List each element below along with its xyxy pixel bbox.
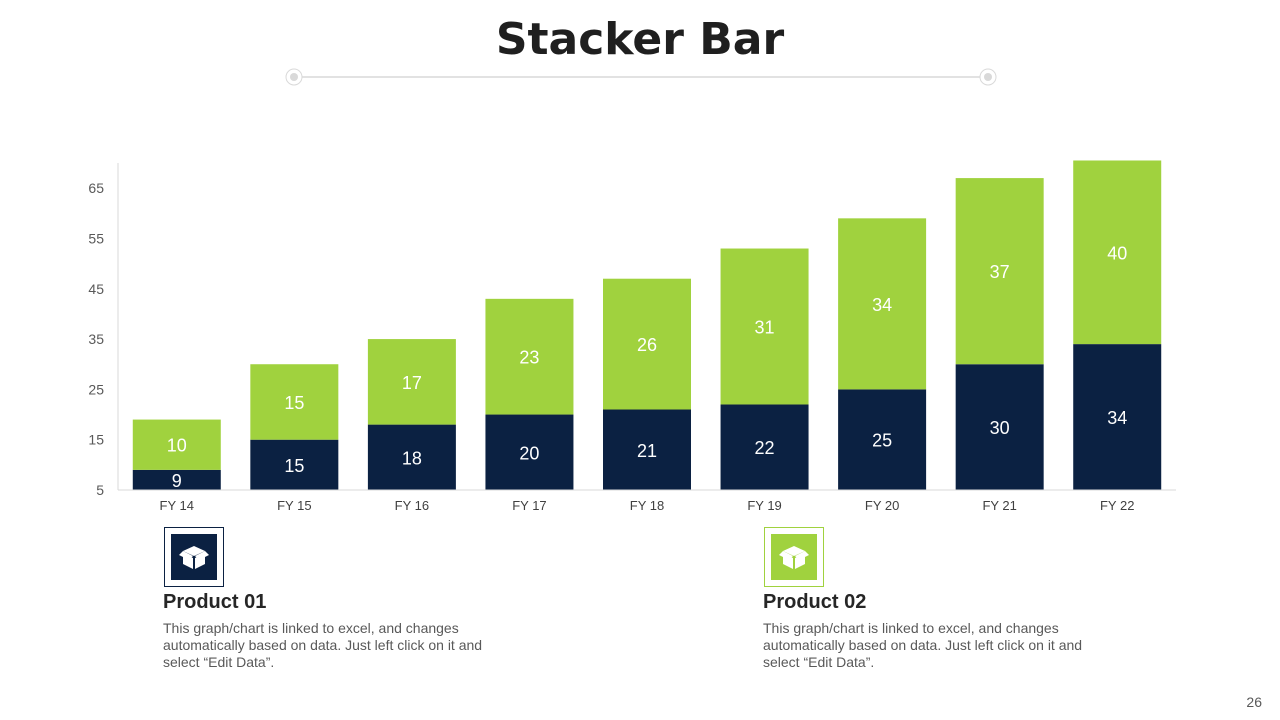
bar-product-01 xyxy=(955,364,1044,490)
product-01-icon-frame xyxy=(164,527,224,587)
data-label: 40 xyxy=(1107,243,1127,263)
x-tick-label: FY 20 xyxy=(865,498,899,513)
product-02-title: Product 02 xyxy=(763,591,867,613)
bar-product-02 xyxy=(955,178,1044,365)
y-tick-label: 35 xyxy=(88,331,104,347)
x-tick-label: FY 16 xyxy=(395,498,429,513)
x-tick-label: FY 22 xyxy=(1100,498,1134,513)
data-label: 37 xyxy=(990,262,1010,282)
data-label: 30 xyxy=(990,418,1010,438)
page-number: 26 xyxy=(1246,694,1262,710)
x-tick-label: FY 17 xyxy=(512,498,546,513)
title-divider xyxy=(285,68,997,86)
bar-product-01 xyxy=(720,404,809,490)
y-tick-label: 45 xyxy=(88,281,104,297)
data-label: 25 xyxy=(872,431,892,451)
box-icon xyxy=(771,534,817,580)
product-02-description: This graph/chart is linked to excel, and… xyxy=(763,620,1083,670)
bar-product-02 xyxy=(485,298,574,415)
bar-product-02 xyxy=(367,339,456,425)
data-label: 21 xyxy=(637,441,657,461)
bar-product-01 xyxy=(367,424,456,490)
data-label: 23 xyxy=(519,348,539,368)
y-tick-label: 25 xyxy=(88,381,104,397)
data-label: 18 xyxy=(402,448,422,468)
x-tick-label: FY 19 xyxy=(747,498,781,513)
data-label: 15 xyxy=(284,456,304,476)
y-tick-label: 15 xyxy=(88,432,104,448)
data-label: 10 xyxy=(167,436,187,456)
product-01-title: Product 01 xyxy=(163,591,267,613)
data-label: 34 xyxy=(872,295,892,315)
data-label: 26 xyxy=(637,335,657,355)
box-icon xyxy=(171,534,217,580)
bar-product-01 xyxy=(603,409,691,490)
y-tick-label: 65 xyxy=(88,180,104,196)
bars: 9 10 15 15 18 17 20 23 21 26 22 31 25 34 30 37 34 40 xyxy=(132,160,1162,491)
x-tick-label: FY 14 xyxy=(160,498,194,513)
data-label: 15 xyxy=(284,393,304,413)
data-label: 20 xyxy=(519,443,539,463)
product-01-description: This graph/chart is linked to excel, and… xyxy=(163,620,483,670)
y-tick-label: 55 xyxy=(88,230,104,246)
bar-product-02 xyxy=(838,218,927,390)
bar-product-01 xyxy=(485,414,574,490)
bar-product-01 xyxy=(1073,344,1162,490)
bar-product-02 xyxy=(603,278,691,410)
data-label: 31 xyxy=(755,318,775,338)
data-label: 17 xyxy=(402,373,422,393)
product-02-icon-frame xyxy=(764,527,824,587)
bar-product-02 xyxy=(250,364,339,440)
x-tick-label: FY 18 xyxy=(630,498,664,513)
bar-product-02 xyxy=(720,248,809,405)
bar-product-01 xyxy=(250,439,339,490)
bar-product-02 xyxy=(132,419,221,470)
x-axis: FY 14 FY 15 FY 16 FY 17 FY 18 FY 19 FY 20 FY 21… xyxy=(118,489,1176,513)
bar-product-02 xyxy=(1073,160,1162,345)
y-tick-label: 5 xyxy=(96,482,104,498)
page-title: Stacker Bar xyxy=(495,14,785,65)
bar-product-01 xyxy=(132,469,221,490)
y-axis: 5 15 25 35 45 55 65 xyxy=(88,163,119,498)
data-label: 9 xyxy=(172,471,182,491)
x-tick-label: FY 21 xyxy=(982,498,1016,513)
data-label: 22 xyxy=(755,438,775,458)
bar-product-01 xyxy=(838,389,927,490)
x-tick-label: FY 15 xyxy=(277,498,311,513)
data-label: 34 xyxy=(1107,408,1127,428)
